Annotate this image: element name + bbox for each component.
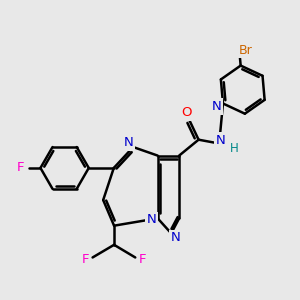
Text: F: F xyxy=(17,161,24,175)
Text: F: F xyxy=(139,253,146,266)
Text: Br: Br xyxy=(239,44,253,56)
Text: N: N xyxy=(216,134,226,147)
Text: H: H xyxy=(230,142,239,155)
Text: N: N xyxy=(212,100,221,113)
Text: N: N xyxy=(146,213,156,226)
Text: N: N xyxy=(124,136,134,149)
Text: N: N xyxy=(171,231,181,244)
Text: F: F xyxy=(82,253,89,266)
Text: O: O xyxy=(181,106,192,119)
